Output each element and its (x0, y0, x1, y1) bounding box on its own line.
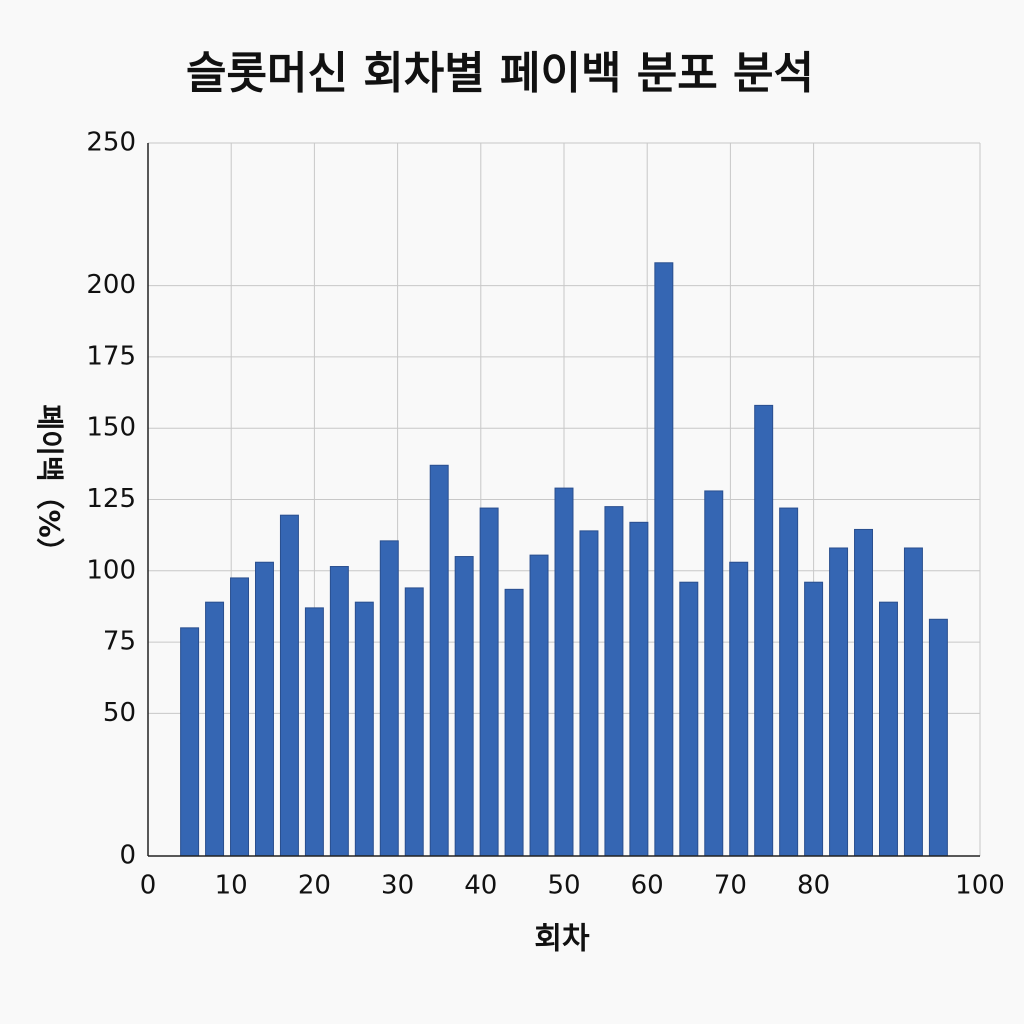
chart-title: 슬롯머신 회차별 페이백 분포 분석 (186, 48, 814, 99)
bar (304, 607, 324, 857)
x-tick-label: 60 (631, 871, 664, 901)
bar (629, 521, 649, 857)
bar (579, 530, 599, 857)
y-tick-label: 0 (119, 841, 136, 871)
bar (454, 556, 474, 857)
y-tick-label: 50 (103, 698, 136, 728)
x-tick-label: 100 (955, 871, 1005, 901)
bar (604, 506, 624, 857)
y-axis-label: 페이백（%） (33, 404, 66, 565)
x-tick-label: 10 (215, 871, 248, 901)
bar (903, 547, 923, 857)
bar (779, 507, 799, 857)
bar (205, 601, 225, 857)
bar (379, 540, 399, 857)
x-tick-label: 40 (464, 871, 497, 901)
x-tick-label: 80 (797, 871, 830, 901)
bar (754, 404, 774, 857)
bar (804, 581, 824, 857)
bar (729, 561, 749, 857)
bar (878, 601, 898, 857)
y-tick-label: 175 (86, 341, 136, 371)
y-tick-label: 200 (86, 270, 136, 300)
x-tick-label: 20 (298, 871, 331, 901)
x-tick-label: 50 (547, 871, 580, 901)
y-tick-label: 150 (86, 413, 136, 443)
bar (279, 514, 299, 857)
bar (829, 547, 849, 857)
x-tick-label: 0 (140, 871, 157, 901)
x-axis-label: 회차 (534, 922, 590, 957)
bar (329, 566, 349, 857)
y-tick-label: 250 (86, 128, 136, 158)
bar (504, 588, 524, 857)
bar (554, 487, 574, 857)
bar (404, 587, 424, 857)
y-tick-label: 125 (86, 484, 136, 514)
bar (704, 490, 724, 857)
bar (854, 528, 874, 857)
bar (529, 554, 549, 857)
bar (354, 601, 374, 857)
bar (180, 627, 200, 857)
bar (230, 577, 250, 857)
y-tick-label: 100 (86, 555, 136, 585)
bar (254, 561, 274, 857)
y-tick-label: 75 (103, 627, 136, 657)
x-tick-label: 70 (714, 871, 747, 901)
bar (679, 581, 699, 857)
x-tick-label: 30 (381, 871, 414, 901)
bar (928, 618, 948, 857)
bar (429, 464, 449, 857)
bar (654, 262, 674, 857)
bar (479, 507, 499, 857)
